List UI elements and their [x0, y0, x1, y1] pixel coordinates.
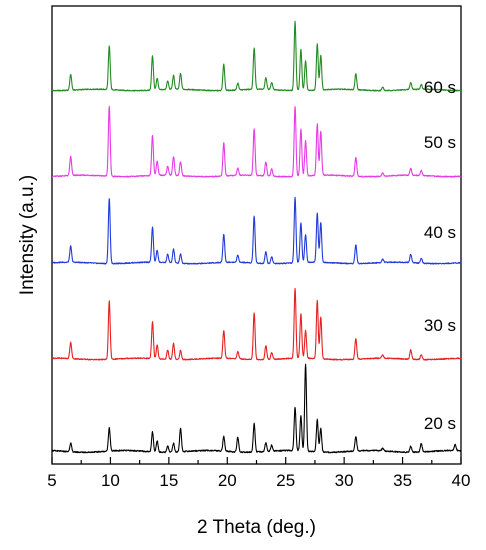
- series-layer: 60 s 50 s 40 s 30 s 20 s: [51, 20, 462, 454]
- series-30-s: 30 s: [51, 287, 462, 361]
- series-40-s: 40 s: [51, 196, 462, 265]
- series-line: [51, 105, 462, 178]
- series-label: 40 s: [424, 223, 456, 242]
- y-axis-title: Intensity (a.u.): [17, 175, 38, 295]
- series-20-s: 20 s: [51, 363, 462, 454]
- axes-layer: 5 10 15 20 25 30 35 40: [47, 457, 470, 490]
- x-tick-label: 35: [393, 471, 412, 490]
- plot-frame: [51, 5, 462, 465]
- plot-area: [51, 5, 462, 465]
- series-line: [51, 363, 462, 454]
- series-line: [51, 287, 462, 361]
- series-50-s: 50 s: [51, 105, 462, 178]
- x-tick-label: 10: [101, 471, 120, 490]
- series-label: 20 s: [424, 414, 456, 433]
- series-line: [51, 196, 462, 265]
- series-60-s: 60 s: [51, 20, 462, 97]
- x-tick-label: 15: [159, 471, 178, 490]
- series-label: 60 s: [424, 78, 456, 97]
- x-tick-label: 5: [47, 471, 56, 490]
- x-tick-label: 20: [218, 471, 237, 490]
- x-tick-label: 25: [276, 471, 295, 490]
- series-label: 30 s: [424, 316, 456, 335]
- series-line: [51, 20, 462, 92]
- series-label: 50 s: [424, 133, 456, 152]
- x-tick-label: 30: [335, 471, 354, 490]
- x-tick-label: 40: [452, 471, 471, 490]
- x-axis-title: 2 Theta (deg.): [197, 517, 316, 538]
